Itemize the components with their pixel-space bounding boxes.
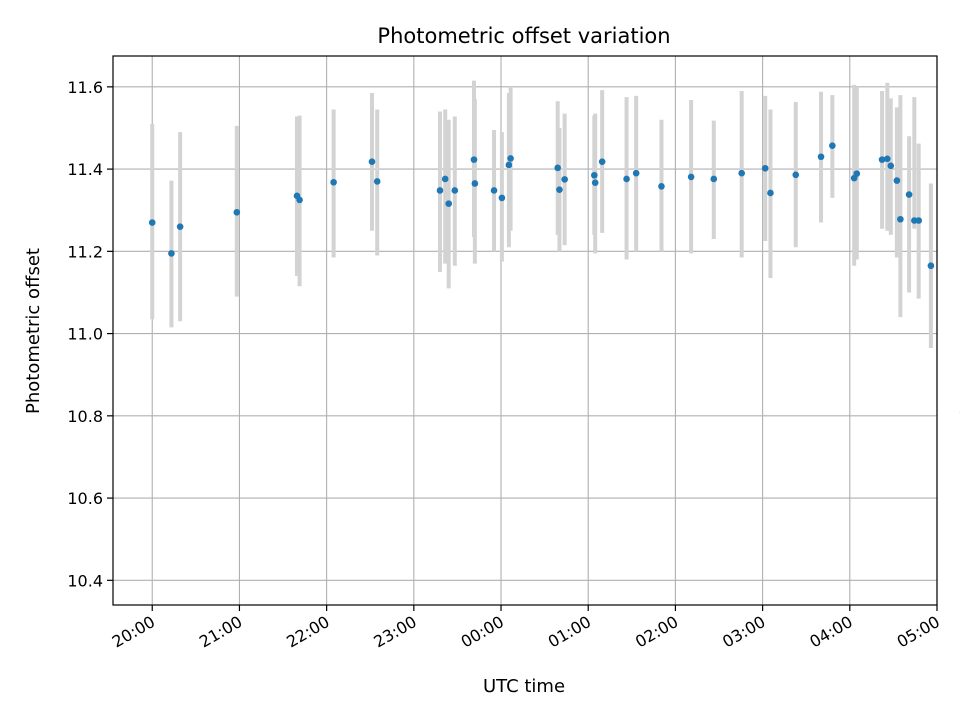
x-axis-title: UTC time [483, 676, 565, 697]
data-point [554, 164, 561, 172]
data-point [623, 175, 630, 183]
data-point [368, 158, 376, 165]
y-tick-label: 10.8 [67, 407, 103, 426]
data-point [176, 223, 184, 230]
data-point [591, 179, 599, 186]
data-point [373, 178, 381, 185]
data-point [905, 191, 913, 198]
data-point [471, 180, 479, 187]
data-point [767, 189, 774, 197]
data-point [168, 250, 175, 257]
plot-frame [112, 55, 938, 606]
data-point [330, 178, 337, 186]
data-point [436, 187, 444, 194]
data-point [817, 153, 825, 161]
data-points [148, 142, 960, 414]
data-point [561, 176, 568, 183]
data-point [598, 158, 606, 165]
data-point [233, 208, 241, 216]
chart-title: Photometric offset variation [377, 24, 670, 48]
data-point [441, 175, 449, 183]
data-point [296, 196, 303, 204]
data-point [915, 217, 922, 224]
data-point [893, 177, 901, 184]
data-point [451, 187, 459, 194]
data-point [490, 187, 498, 194]
data-point [883, 155, 891, 163]
y-tick-label: 10.6 [67, 489, 103, 508]
data-point [927, 262, 935, 270]
data-point [897, 215, 904, 223]
data-point [761, 164, 769, 172]
data-point [738, 169, 745, 177]
data-point [470, 156, 478, 163]
y-tick-label: 11.6 [67, 78, 103, 97]
data-point [505, 161, 513, 169]
data-point [878, 156, 886, 163]
data-point [591, 171, 598, 179]
data-point [556, 186, 563, 193]
grid [113, 56, 938, 605]
data-point [148, 219, 156, 226]
data-point [710, 175, 718, 183]
y-tick-label: 10.4 [67, 571, 103, 590]
data-point [829, 142, 836, 149]
data-point [632, 169, 640, 177]
y-axis: 10.4 10.6 10.8 11.0 11.2 11.4 11.6 [67, 78, 113, 590]
y-tick-label: 11.0 [67, 325, 103, 344]
y-tick-label: 11.2 [67, 242, 103, 261]
y-tick-label: 11.4 [67, 160, 103, 179]
y-axis-title: Photometric offset [23, 248, 44, 414]
data-point [687, 173, 695, 181]
data-point [792, 171, 800, 179]
data-point [445, 200, 453, 207]
data-point [853, 170, 861, 177]
data-point [507, 155, 514, 162]
data-point [498, 194, 506, 202]
data-point [887, 162, 895, 170]
data-point [658, 183, 665, 190]
